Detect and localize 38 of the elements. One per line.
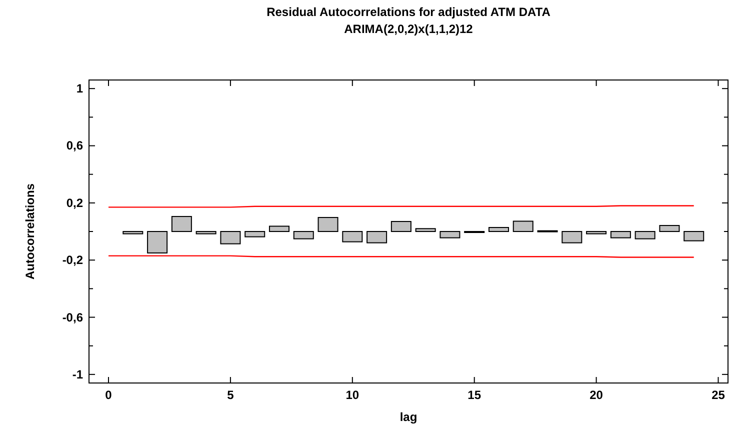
x-tick-label: 0 xyxy=(105,388,112,402)
bar xyxy=(610,231,631,238)
bar xyxy=(488,227,509,232)
bar xyxy=(440,231,460,238)
bar xyxy=(634,231,656,240)
y-tick-label: -0,2 xyxy=(62,253,84,268)
bar xyxy=(342,231,363,242)
y-axis-title: Autocorrelations xyxy=(23,183,37,280)
x-tick-label: 10 xyxy=(346,388,360,402)
x-axis-title: lag xyxy=(400,410,418,424)
bar xyxy=(196,231,216,234)
bar xyxy=(366,231,388,244)
bar xyxy=(562,231,582,244)
x-tick-label: 25 xyxy=(712,388,726,402)
bar xyxy=(684,231,704,242)
x-tick-label: 5 xyxy=(227,388,234,402)
y-tick-label: 0,6 xyxy=(66,138,84,153)
bar xyxy=(171,216,192,232)
bar xyxy=(659,224,680,232)
bar xyxy=(147,231,168,254)
chart-subtitle: ARIMA(2,0,2)x(1,1,2)12 xyxy=(344,22,474,36)
y-tick-label: 0,2 xyxy=(66,196,84,210)
chart-title: Residual Autocorrelations for adjusted ATM DATA xyxy=(266,5,551,19)
bar xyxy=(268,226,290,232)
x-tick-label: 20 xyxy=(590,388,604,402)
bar xyxy=(512,220,534,232)
bar xyxy=(122,231,144,234)
bar xyxy=(415,228,436,232)
bar xyxy=(244,231,266,238)
bar xyxy=(318,216,338,232)
x-tick-label: 15 xyxy=(468,388,482,402)
bar xyxy=(220,231,241,244)
bar xyxy=(390,220,412,232)
bar xyxy=(293,231,314,240)
y-tick-label: 1 xyxy=(76,82,84,96)
bar xyxy=(586,231,607,234)
y-tick-label: -1 xyxy=(72,367,84,382)
y-tick-label: -0,6 xyxy=(62,310,84,324)
